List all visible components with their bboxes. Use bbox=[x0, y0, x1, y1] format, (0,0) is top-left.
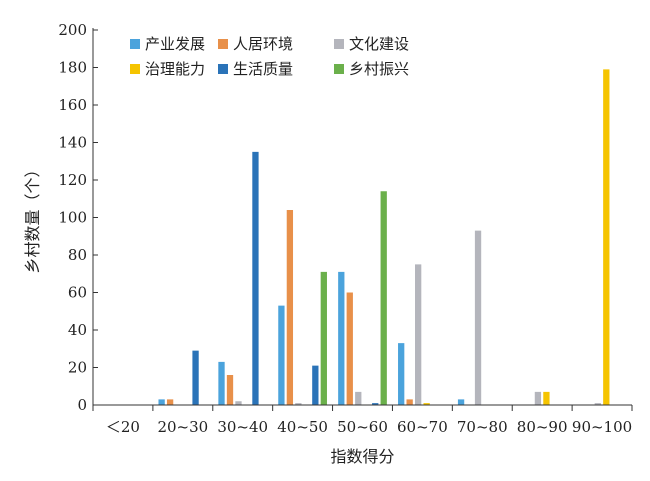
bar bbox=[158, 399, 165, 406]
bar bbox=[603, 69, 610, 406]
bar bbox=[406, 399, 413, 406]
bar bbox=[423, 403, 430, 406]
bar bbox=[338, 271, 345, 406]
bar bbox=[346, 292, 353, 405]
bar bbox=[534, 391, 542, 406]
bar bbox=[295, 403, 302, 406]
y-tick-label: 100 bbox=[58, 209, 87, 227]
y-ticks: 0 20 40 60 80 100 120 140 160 180 200 bbox=[58, 21, 98, 414]
legend-label: 产业发展 bbox=[145, 35, 205, 53]
x-tick-label: ＜20 bbox=[106, 418, 140, 436]
x-tick-label: 20~30 bbox=[157, 418, 208, 436]
legend-label: 生活质量 bbox=[233, 60, 293, 78]
legend-swatch bbox=[130, 39, 140, 49]
y-tick-label: 80 bbox=[68, 246, 87, 264]
legend-swatch bbox=[334, 39, 344, 49]
legend-swatch bbox=[334, 64, 344, 74]
legend-swatch bbox=[218, 39, 228, 49]
bar bbox=[457, 399, 465, 406]
y-tick-label: 0 bbox=[77, 396, 87, 414]
y-tick-label: 60 bbox=[68, 284, 87, 302]
bar bbox=[372, 403, 379, 406]
y-tick-label: 200 bbox=[58, 21, 87, 39]
x-tick-label: 50~60 bbox=[337, 418, 388, 436]
legend-label: 治理能力 bbox=[145, 60, 205, 78]
bars bbox=[158, 69, 610, 406]
bar bbox=[286, 210, 294, 405]
x-tick-label: 30~40 bbox=[217, 418, 268, 436]
bar bbox=[218, 361, 225, 406]
bar bbox=[166, 399, 174, 406]
bar bbox=[543, 391, 550, 406]
bar bbox=[235, 401, 242, 405]
bar bbox=[415, 264, 422, 406]
bar bbox=[192, 350, 199, 406]
y-tick-label: 20 bbox=[68, 359, 87, 377]
bar bbox=[278, 305, 285, 406]
bar bbox=[474, 230, 482, 406]
bar bbox=[226, 375, 234, 405]
bar bbox=[355, 391, 362, 406]
x-axis-title: 指数得分 bbox=[330, 447, 394, 466]
legend-label: 乡村振兴 bbox=[349, 60, 409, 78]
legend-swatch bbox=[130, 64, 140, 74]
x-tick-label: 40~50 bbox=[277, 418, 328, 436]
legend-label: 文化建设 bbox=[349, 35, 409, 53]
x-tick-label: 60~70 bbox=[397, 418, 448, 436]
y-axis-title: 乡村数量（个） bbox=[23, 161, 42, 273]
x-tick-label: 80~90 bbox=[517, 418, 568, 436]
y-tick-label: 140 bbox=[58, 134, 87, 152]
axes bbox=[92, 28, 632, 406]
y-tick-label: 40 bbox=[68, 321, 87, 339]
legend-swatch bbox=[218, 64, 228, 74]
x-tick-label: 70~80 bbox=[457, 418, 508, 436]
bar bbox=[252, 151, 259, 405]
legend-label: 人居环境 bbox=[233, 35, 293, 53]
bar bbox=[594, 403, 601, 406]
y-tick-label: 120 bbox=[58, 171, 87, 189]
x-tick-label: 90~100 bbox=[572, 418, 632, 436]
bar bbox=[398, 343, 405, 406]
bar bbox=[380, 191, 387, 405]
x-ticks: ＜20 20~30 30~40 40~50 50~60 60~70 70~80 80~90 90… bbox=[92, 405, 633, 436]
y-tick-label: 180 bbox=[58, 59, 87, 77]
y-tick-label: 160 bbox=[58, 96, 87, 114]
bar bbox=[312, 365, 319, 406]
bar bbox=[320, 271, 327, 406]
